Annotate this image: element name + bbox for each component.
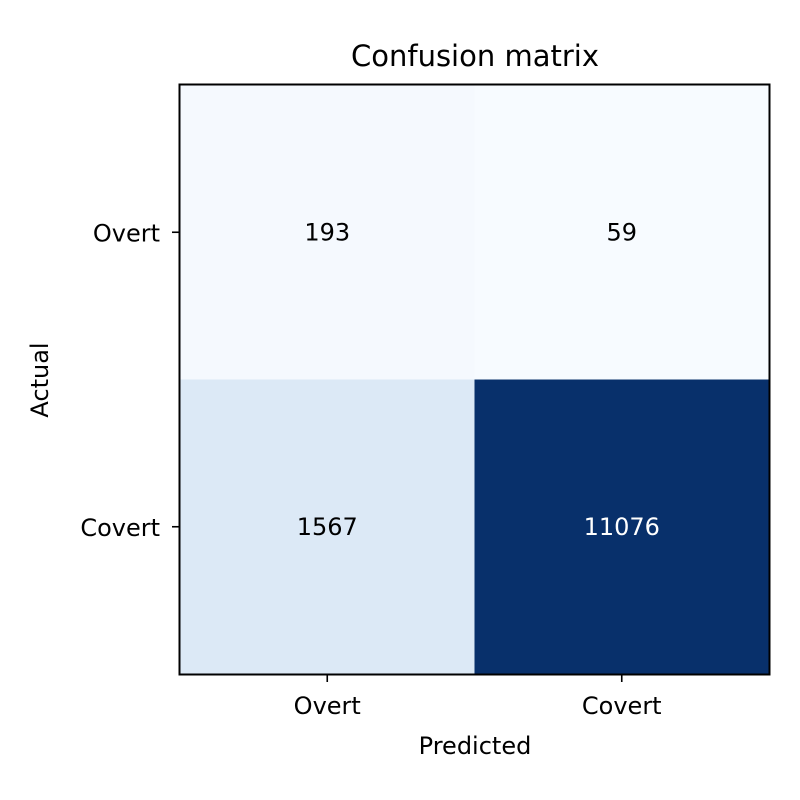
y-tick-label: Covert xyxy=(80,514,160,542)
heatmap-cell-covert-overt xyxy=(180,379,475,675)
cell-value-label: 193 xyxy=(304,218,350,246)
y-axis-label: Actual xyxy=(26,342,54,417)
cell-value-label: 59 xyxy=(606,218,637,246)
x-tick-label: Overt xyxy=(294,692,361,720)
heatmap-cell-overt-overt xyxy=(180,85,475,380)
heatmap-cell-labels: 193 59 1567 11076 xyxy=(297,218,660,541)
cell-value-label: 11076 xyxy=(584,513,660,541)
heatmap-cells xyxy=(180,85,770,675)
chart-title: Confusion matrix xyxy=(351,39,599,73)
y-axis-ticks: Overt Covert xyxy=(80,219,179,542)
plot-frame xyxy=(178,83,771,676)
x-tick-label: Covert xyxy=(582,692,662,720)
x-axis-ticks: Overt Covert xyxy=(294,675,662,720)
cell-value-label: 1567 xyxy=(297,513,358,541)
x-axis-label: Predicted xyxy=(419,732,532,760)
heatmap-cell-covert-covert xyxy=(474,379,770,675)
heatmap-cell-overt-covert xyxy=(474,85,770,380)
y-tick-label: Overt xyxy=(93,219,160,247)
